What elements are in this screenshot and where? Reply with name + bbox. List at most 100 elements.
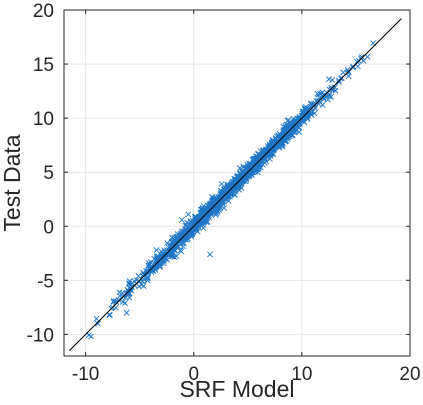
scatter-point bbox=[212, 211, 219, 218]
scatter-point bbox=[349, 63, 356, 70]
scatter-point bbox=[310, 100, 317, 107]
scatter-point bbox=[286, 128, 292, 135]
scatter-point bbox=[207, 251, 213, 258]
fit-line-group bbox=[69, 18, 402, 351]
scatter-point bbox=[340, 69, 347, 76]
x-axis-label: SRF Model bbox=[179, 376, 294, 402]
scatter-point bbox=[325, 76, 332, 83]
scatter-point bbox=[123, 309, 130, 316]
scatter-point bbox=[219, 190, 226, 197]
scatter-point bbox=[171, 254, 178, 261]
scatter-point bbox=[175, 243, 182, 250]
scatter-point bbox=[250, 156, 256, 163]
scatter-point bbox=[185, 211, 192, 218]
scatter-point bbox=[183, 222, 190, 228]
scatter-point bbox=[315, 100, 322, 107]
scatter-point bbox=[302, 103, 309, 110]
scatter-point bbox=[286, 133, 293, 140]
scatter-point bbox=[217, 197, 223, 204]
scatter-point bbox=[232, 192, 238, 198]
x-tick-label-1: 0 bbox=[188, 364, 199, 385]
scatter-point bbox=[337, 75, 344, 82]
scatter-point bbox=[354, 63, 361, 70]
scatter-point bbox=[302, 110, 309, 116]
scatter-point bbox=[127, 285, 134, 292]
y-tick-label-4: 10 bbox=[33, 109, 54, 130]
scatter-point bbox=[237, 170, 244, 177]
scatter-point bbox=[269, 139, 275, 146]
scatter-point bbox=[266, 156, 273, 162]
scatter-point bbox=[167, 247, 174, 254]
scatter-point bbox=[326, 93, 333, 100]
scatter-point bbox=[145, 262, 152, 269]
scatter-point bbox=[107, 311, 113, 318]
scatter-point bbox=[217, 190, 224, 197]
y-tick-label-2: 0 bbox=[43, 217, 54, 238]
scatter-point bbox=[304, 106, 311, 113]
scatter-point bbox=[192, 223, 199, 230]
scatter-point bbox=[263, 148, 269, 155]
scatter-point bbox=[183, 224, 190, 231]
x-tick-label-0: -10 bbox=[72, 364, 99, 385]
scatter-point bbox=[139, 272, 146, 279]
scatter-point bbox=[287, 120, 294, 127]
scatter-point bbox=[360, 57, 367, 64]
scatter-point bbox=[199, 215, 206, 222]
scatter-point bbox=[191, 213, 198, 220]
scatter-point bbox=[153, 247, 160, 254]
scatter-point bbox=[275, 132, 282, 138]
scatter-point bbox=[254, 151, 261, 158]
scatter-point bbox=[345, 73, 352, 80]
scatter-point bbox=[140, 283, 147, 290]
scatter-point bbox=[115, 297, 122, 303]
scatter-point bbox=[276, 135, 283, 142]
scatter-point bbox=[186, 227, 192, 234]
scatter-point bbox=[158, 248, 165, 255]
scatter-point bbox=[149, 265, 156, 272]
scatter-point bbox=[119, 298, 126, 305]
plot-frame bbox=[63, 9, 411, 357]
scatter-point bbox=[126, 278, 133, 285]
axis-ticks: -10 0 10 20 -10 -5 0 5 10 15 20 bbox=[27, 1, 421, 385]
scatter-point bbox=[169, 253, 176, 260]
scatter-point bbox=[319, 101, 326, 108]
scatter-point bbox=[234, 172, 241, 179]
scatter-point bbox=[180, 243, 187, 250]
scatter-point bbox=[295, 117, 302, 124]
scatter-point bbox=[288, 124, 295, 130]
scatter-point bbox=[94, 320, 101, 327]
scatter-point bbox=[358, 53, 365, 60]
scatter-point bbox=[354, 58, 360, 65]
y-tick-label-1: -5 bbox=[37, 271, 54, 292]
scatter-point bbox=[194, 220, 200, 227]
scatter-point bbox=[336, 79, 342, 86]
scatter-point bbox=[332, 87, 339, 94]
scatter-point bbox=[126, 280, 133, 287]
y-axis-label: Test Data bbox=[0, 134, 25, 231]
scatter-point bbox=[177, 231, 184, 238]
x-tick-label-2: 10 bbox=[291, 364, 312, 385]
scatter-point bbox=[93, 315, 100, 322]
scatter-point bbox=[283, 121, 290, 128]
scatter-point bbox=[311, 110, 318, 117]
scatter-point bbox=[168, 239, 175, 246]
scatter-point bbox=[257, 154, 263, 161]
scatter-point bbox=[204, 211, 211, 218]
scatter-point bbox=[229, 185, 236, 192]
y-tick-label-6: 20 bbox=[33, 1, 54, 22]
scatter-point bbox=[149, 267, 156, 274]
y-tick-label-3: 5 bbox=[43, 163, 54, 184]
scatter-point bbox=[319, 89, 326, 96]
scatter-point bbox=[154, 253, 161, 260]
y-tick-label-5: 15 bbox=[33, 55, 54, 76]
x-tick-label-3: 20 bbox=[399, 364, 420, 385]
scatter-point bbox=[238, 185, 245, 192]
scatter-point bbox=[178, 216, 185, 223]
scatter-point bbox=[215, 205, 222, 212]
scatter-point bbox=[161, 247, 168, 254]
y-tick-label-0: -10 bbox=[27, 325, 54, 346]
scatter-point bbox=[145, 260, 152, 266]
fit-line bbox=[69, 18, 402, 351]
scatter-point bbox=[296, 124, 303, 131]
